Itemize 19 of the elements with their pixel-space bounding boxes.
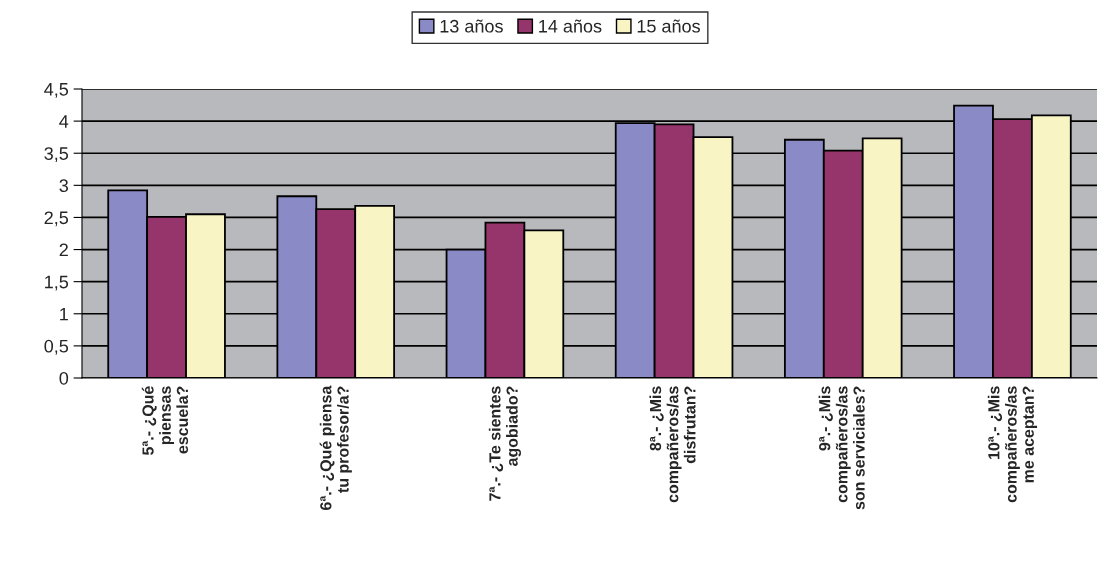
x-tick-label: 7ª.- ¿Te sientes agobiado? <box>488 386 521 501</box>
y-tick-label: 4 <box>59 115 69 128</box>
y-tick-label: 0,5 <box>44 339 69 355</box>
y-tick-label: 4,5 <box>44 83 69 98</box>
y-tick-label: 3,5 <box>44 147 69 163</box>
x-tick-label: 8ª.- ¿Mis compañeros/as disfrutan? <box>649 386 696 503</box>
y-tick-label: 2 <box>59 243 68 257</box>
x-tick-label: 5ª.- ¿Qué piensas escuela? <box>141 386 189 456</box>
x-tick-label: 10ª.- ¿Mis compañeros/as me aceptan? <box>987 386 1038 503</box>
y-tick-label: 0 <box>59 371 69 385</box>
legend-label: 15 años <box>637 19 700 33</box>
y-tick-label: 1 <box>60 307 68 321</box>
legend-label: 13 años <box>440 19 503 33</box>
legend-label: 14 años <box>539 19 602 33</box>
y-tick-label: 2,5 <box>44 211 69 227</box>
x-tick-label: 6ª.- ¿Qué piensa tu profesor/a? <box>319 385 352 510</box>
y-tick-label: 3 <box>59 179 69 193</box>
x-tick-label: 9ª.- ¿Mis compañeros/as son serviciales? <box>818 386 865 510</box>
y-tick-label: 1,5 <box>45 275 69 291</box>
